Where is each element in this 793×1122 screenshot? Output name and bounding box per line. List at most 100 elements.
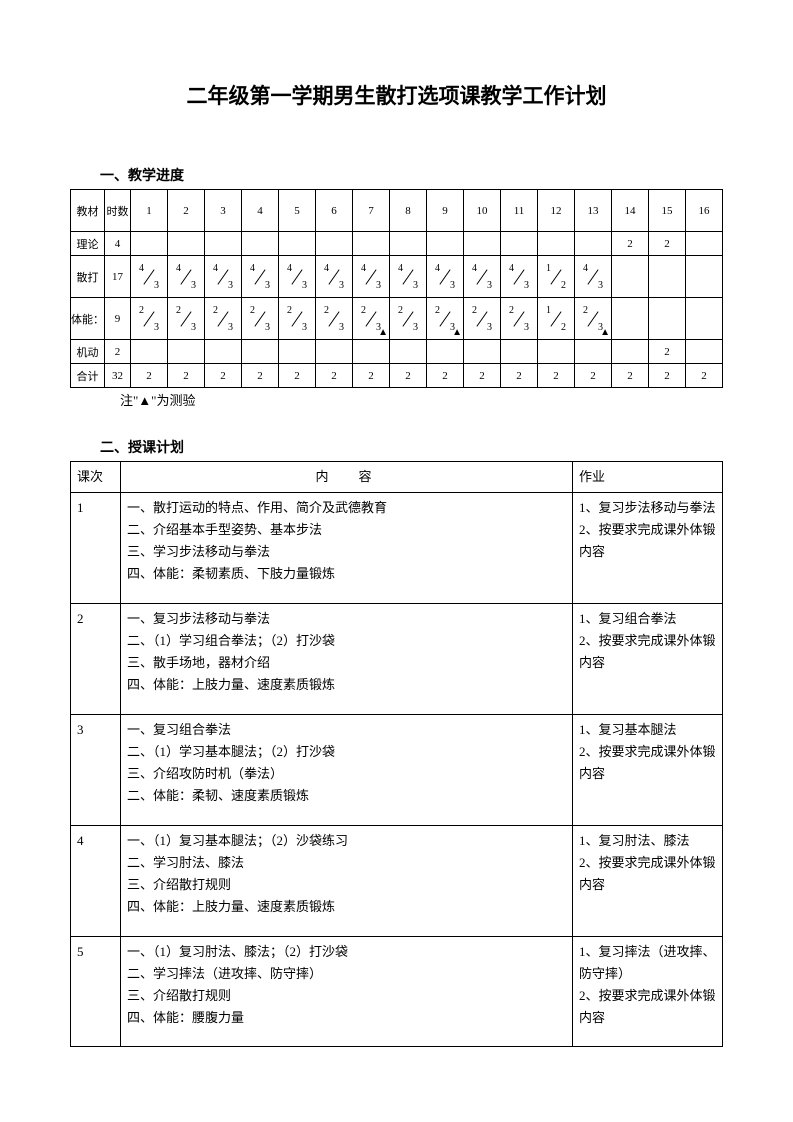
t1-cell: 23 — [168, 298, 205, 340]
t1-cell: 2 — [427, 364, 464, 388]
t1-cell — [279, 232, 316, 256]
t1-week-header: 6 — [316, 190, 353, 232]
fraction: 12 — [544, 265, 568, 289]
table-note: 注"▲"为测验 — [120, 390, 723, 409]
triangle-icon: ▲ — [378, 328, 388, 338]
t1-cell — [279, 340, 316, 364]
t1-cell: 43 — [168, 256, 205, 298]
t1-cell — [353, 232, 390, 256]
fraction: 43 — [581, 265, 605, 289]
t1-cell — [242, 340, 279, 364]
t1-cell: 2 — [353, 364, 390, 388]
fraction: 23 — [322, 307, 346, 331]
t1-cell — [131, 340, 168, 364]
lesson-homework: 1、复习摔法（进攻摔、防守摔）2、按要求完成课外体锻内容 — [573, 936, 723, 1033]
t1-cell: 23 — [390, 298, 427, 340]
fraction: 12 — [544, 307, 568, 331]
t1-cell: 43 — [501, 256, 538, 298]
lesson-content: 一、（1）复习基本腿法；（2）沙袋练习二、学习肘法、膝法三、介绍散打规则四、体能… — [121, 825, 573, 922]
t1-row-label: 机动 — [71, 340, 105, 364]
fraction: 43 — [470, 265, 494, 289]
t2-header-content: 内容 — [121, 462, 573, 493]
fraction: 43 — [248, 265, 272, 289]
t1-cell: 43 — [464, 256, 501, 298]
t1-cell — [501, 232, 538, 256]
t1-cell — [316, 232, 353, 256]
t1-cell: 2 — [612, 232, 649, 256]
lesson-number: 1 — [71, 493, 121, 590]
t1-cell: 23 — [316, 298, 353, 340]
lesson-number: 2 — [71, 603, 121, 700]
spacer-cell — [573, 811, 723, 825]
t1-week-header: 3 — [205, 190, 242, 232]
t1-row-hours: 17 — [105, 256, 131, 298]
fraction: 43 — [433, 265, 457, 289]
t1-cell: 43 — [353, 256, 390, 298]
t1-cell: 43 — [390, 256, 427, 298]
lesson-content: 一、（1）复习肘法、膝法；（2）打沙袋二、学习摔法（进攻摔、防守摔）三、介绍散打… — [121, 936, 573, 1033]
t1-cell: 2 — [316, 364, 353, 388]
lesson-content: 一、复习组合拳法二、（1）学习基本腿法；（2）打沙袋三、介绍攻防时机（拳法）二、… — [121, 714, 573, 811]
t1-week-header: 13 — [575, 190, 612, 232]
lesson-content: 一、散打运动的特点、作用、简介及武德教育二、介绍基本手型姿势、基本步法三、学习步… — [121, 493, 573, 590]
t1-week-header: 12 — [538, 190, 575, 232]
fraction: 43 — [211, 265, 235, 289]
section2-header: 二、授课计划 — [100, 437, 723, 457]
t1-cell — [390, 340, 427, 364]
lesson-plan-table: 课次内容作业1一、散打运动的特点、作用、简介及武德教育二、介绍基本手型姿势、基本… — [70, 461, 723, 1047]
t1-cell: 43 — [427, 256, 464, 298]
fraction: 23 — [285, 307, 309, 331]
spacer-cell — [71, 1033, 121, 1047]
t1-week-header: 10 — [464, 190, 501, 232]
t1-cell: 43 — [575, 256, 612, 298]
spacer-cell — [573, 589, 723, 603]
t1-cell: 2 — [131, 364, 168, 388]
t2-header-homework: 作业 — [573, 462, 723, 493]
t1-cell — [501, 340, 538, 364]
t1-cell — [242, 232, 279, 256]
t1-week-header: 11 — [501, 190, 538, 232]
t1-cell — [390, 232, 427, 256]
lesson-number: 5 — [71, 936, 121, 1033]
t1-cell: 43 — [242, 256, 279, 298]
t1-header-material: 教材 — [71, 190, 105, 232]
spacer-cell — [71, 700, 121, 714]
lesson-number: 4 — [71, 825, 121, 922]
fraction: 23 — [507, 307, 531, 331]
t1-week-header: 14 — [612, 190, 649, 232]
lesson-content: 一、复习步法移动与拳法二、（1）学习组合拳法；（2）打沙袋三、散手场地，器材介绍… — [121, 603, 573, 700]
t1-cell — [686, 340, 723, 364]
t1-cell: 2 — [612, 364, 649, 388]
lesson-homework: 1、复习基本腿法2、按要求完成课外体锻内容 — [573, 714, 723, 811]
t1-cell: 2 — [205, 364, 242, 388]
t1-week-header: 16 — [686, 190, 723, 232]
t1-cell: 2 — [168, 364, 205, 388]
t1-cell: 43 — [131, 256, 168, 298]
t1-cell: 23 — [279, 298, 316, 340]
t1-cell: 2 — [242, 364, 279, 388]
spacer-cell — [121, 589, 573, 603]
spacer-cell — [121, 922, 573, 936]
fraction: 43 — [174, 265, 198, 289]
t1-header-hours: 时数 — [105, 190, 131, 232]
t1-cell — [131, 232, 168, 256]
t1-cell — [686, 256, 723, 298]
spacer-cell — [121, 811, 573, 825]
spacer-cell — [573, 922, 723, 936]
t1-cell — [686, 298, 723, 340]
t1-row-hours: 9 — [105, 298, 131, 340]
fraction: 43 — [322, 265, 346, 289]
t1-week-header: 15 — [649, 190, 686, 232]
t1-cell — [427, 232, 464, 256]
t1-cell — [575, 340, 612, 364]
spacer-cell — [71, 811, 121, 825]
spacer-cell — [71, 589, 121, 603]
t1-cell: 23 — [131, 298, 168, 340]
t1-week-header: 5 — [279, 190, 316, 232]
t1-cell: 2 — [501, 364, 538, 388]
spacer-cell — [71, 922, 121, 936]
t1-cell: 23 — [501, 298, 538, 340]
lesson-homework: 1、复习步法移动与拳法2、按要求完成课外体锻内容 — [573, 493, 723, 590]
t1-cell — [205, 232, 242, 256]
t1-cell — [612, 340, 649, 364]
